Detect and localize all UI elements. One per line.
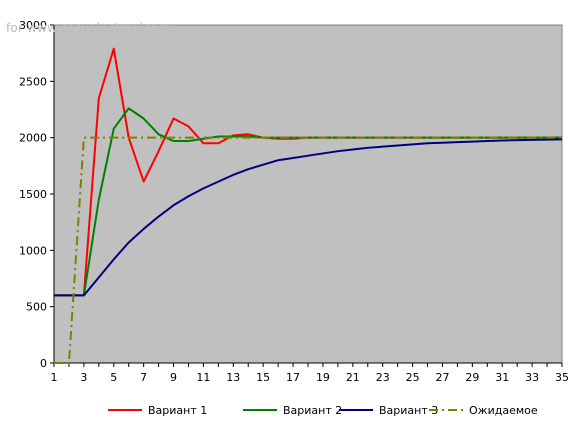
x-tick-label: 27 — [435, 371, 449, 384]
x-tick-label: 19 — [316, 371, 330, 384]
x-tick-label: 13 — [226, 371, 240, 384]
x-tick-label: 5 — [110, 371, 117, 384]
legend-label-4: Ожидаемое — [469, 404, 538, 417]
series-line-3 — [54, 138, 563, 297]
y-tick-label: 3000 — [19, 19, 47, 32]
x-tick-label: 25 — [406, 371, 420, 384]
watermark-text: for www.easyelectronics.ru — [6, 21, 174, 35]
x-tick-label: 35 — [555, 371, 569, 384]
legend-label-2: Вариант 2 — [283, 404, 342, 417]
x-tick-label: 31 — [495, 371, 509, 384]
x-tick-label: 17 — [286, 371, 300, 384]
series-line-4 — [54, 136, 562, 364]
x-tick-label: 9 — [170, 371, 177, 384]
plot-area — [53, 24, 563, 364]
y-tick-label: 500 — [26, 301, 47, 314]
y-tick-label: 1000 — [19, 244, 47, 257]
legend-label-3: Вариант 3 — [379, 404, 438, 417]
x-tick-label: 15 — [256, 371, 270, 384]
y-tick-label: 0 — [40, 357, 47, 370]
legend-label-1: Вариант 1 — [148, 404, 207, 417]
x-tick-label: 23 — [376, 371, 390, 384]
x-tick-label: 29 — [465, 371, 479, 384]
x-tick-label: 1 — [51, 371, 58, 384]
x-tick-label: 21 — [346, 371, 360, 384]
x-tick-label: 33 — [525, 371, 539, 384]
y-tick-label: 2000 — [19, 132, 47, 145]
x-tick-label: 3 — [80, 371, 87, 384]
y-tick-label: 1500 — [19, 188, 47, 201]
x-tick-label: 7 — [140, 371, 147, 384]
y-tick-label: 2500 — [19, 75, 47, 88]
x-tick-label: 11 — [196, 371, 210, 384]
